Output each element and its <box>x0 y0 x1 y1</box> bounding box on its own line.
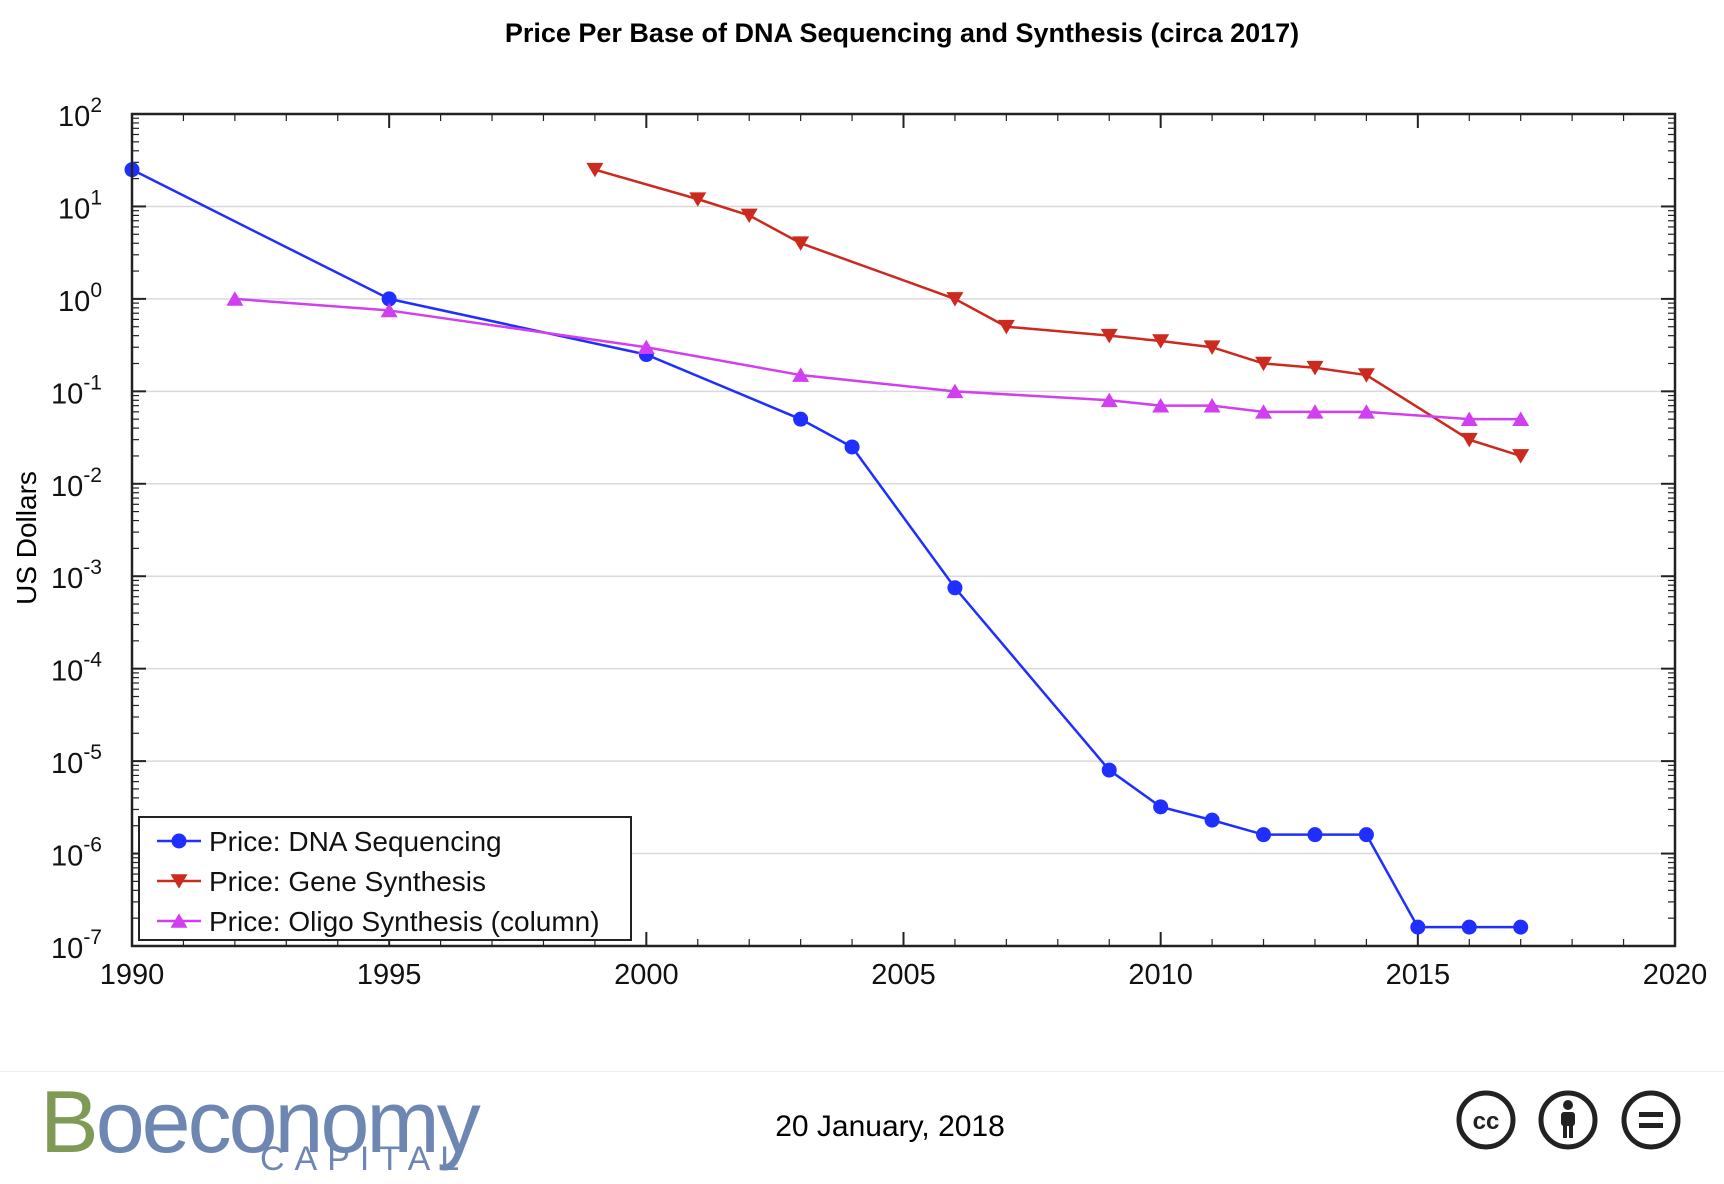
y-tick-label: 10-7 <box>51 926 102 965</box>
x-tick-label: 2005 <box>871 959 936 991</box>
y-tick-label: 10-3 <box>51 556 102 595</box>
logo-letter-b: B <box>40 1072 99 1171</box>
series-layer <box>124 162 1530 935</box>
sequencing-point <box>381 291 397 307</box>
gene-synthesis-point <box>1100 328 1118 344</box>
gene-synthesis-point <box>1357 368 1375 383</box>
svg-text:cc: cc <box>1473 1108 1500 1135</box>
sequencing-point <box>1513 919 1529 935</box>
grid-layer <box>132 205 1675 855</box>
sequencing-point <box>1461 919 1477 935</box>
oligo-synthesis-point <box>1512 411 1530 426</box>
gene-synthesis-point <box>586 162 604 178</box>
legend-label: Price: DNA Sequencing <box>209 826 502 857</box>
y-tick-label: 10-2 <box>51 464 102 503</box>
legend-marker <box>170 874 188 889</box>
logo-word-rest: oeconomy <box>95 1072 481 1171</box>
gene-synthesis-point <box>1255 356 1273 372</box>
y-tick-label: 10-6 <box>51 834 102 873</box>
legend: Price: DNA Sequencing Price: Gene Synthes… <box>138 816 632 941</box>
creative-commons-icon: cc <box>1455 1089 1517 1156</box>
oligo-synthesis-point <box>637 339 655 355</box>
legend-label: Price: Oligo Synthesis (column) <box>209 906 600 937</box>
y-tick-label: 10-4 <box>51 649 102 688</box>
no-derivatives-icon <box>1620 1089 1682 1156</box>
logo-subtitle: CAPITAL <box>260 1140 470 1178</box>
attribution-person-icon <box>1537 1089 1599 1156</box>
oligo-synthesis-point <box>1306 404 1324 419</box>
chart: Price Per Base of DNA Sequencing and Syn… <box>11 18 1708 991</box>
gene-synthesis-point <box>1152 334 1170 349</box>
y-tick-label: 10-1 <box>51 371 102 410</box>
x-tick-label: 2015 <box>1386 959 1451 991</box>
legend-marker <box>171 833 187 849</box>
y-axis-label: US Dollars <box>11 471 42 605</box>
oligo-synthesis-point <box>226 291 244 306</box>
oligo-synthesis-point <box>946 383 964 399</box>
oligo-synthesis-point <box>792 367 810 382</box>
oligo-synthesis-point <box>1357 404 1375 419</box>
y-tick-label: 101 <box>58 186 102 225</box>
sequencing-point <box>1204 812 1220 828</box>
oligo-synthesis-point <box>1152 398 1170 413</box>
gene-synthesis-point <box>997 319 1015 335</box>
gene-synthesis-point <box>689 192 707 207</box>
gene-synthesis-point <box>1203 340 1221 355</box>
gene-synthesis-point <box>1460 432 1478 448</box>
oligo-synthesis-point <box>1203 398 1221 413</box>
gene-synthesis-point <box>946 292 964 307</box>
sequencing-point <box>947 580 963 596</box>
footer-date: 20 January, 2018 <box>775 1110 1005 1143</box>
sequencing-point <box>1358 827 1374 843</box>
gene-synthesis-point <box>1306 360 1324 376</box>
sequencing-line <box>131 168 1521 929</box>
chart-title: Price Per Base of DNA Sequencing and Syn… <box>505 18 1299 48</box>
series-group <box>226 291 1530 426</box>
plot-frame <box>130 112 1677 948</box>
x-tick-label: 1990 <box>100 959 165 991</box>
x-tick-label: 1995 <box>357 959 422 991</box>
series-group <box>586 162 1530 464</box>
oligo-synthesis-point <box>1255 404 1273 419</box>
gene-synthesis-point <box>740 208 758 224</box>
x-tick-label: 2010 <box>1128 959 1193 991</box>
gene-synthesis-point <box>1512 449 1530 464</box>
sequencing-point <box>1307 827 1323 843</box>
y-tick-label: 10-5 <box>51 741 102 780</box>
gene-synthesis-line <box>594 168 1522 458</box>
sequencing-point <box>1153 799 1169 815</box>
series-group <box>124 162 1529 935</box>
sequencing-point <box>1410 919 1426 935</box>
oligo-synthesis-line <box>234 297 1521 421</box>
sequencing-point <box>844 439 860 455</box>
sequencing-point <box>1101 762 1117 778</box>
x-tick-label: 2000 <box>614 959 679 991</box>
gene-synthesis-point <box>792 236 810 251</box>
y-tick-label: 100 <box>58 279 102 318</box>
oligo-synthesis-point <box>380 302 398 318</box>
oligo-synthesis-point <box>1460 411 1478 426</box>
x-tick-label: 2020 <box>1643 959 1708 991</box>
oligo-synthesis-point <box>1100 392 1118 408</box>
sequencing-point <box>793 411 809 427</box>
legend-marker <box>170 913 188 928</box>
sequencing-point <box>1256 827 1272 843</box>
footer-divider <box>0 1071 1724 1072</box>
legend-box <box>138 816 632 941</box>
bioeconomy-capital-logo: Boeconomy CAPITAL <box>40 1072 510 1184</box>
legend-label: Price: Gene Synthesis <box>209 866 486 897</box>
y-tick-label: 102 <box>58 94 102 133</box>
